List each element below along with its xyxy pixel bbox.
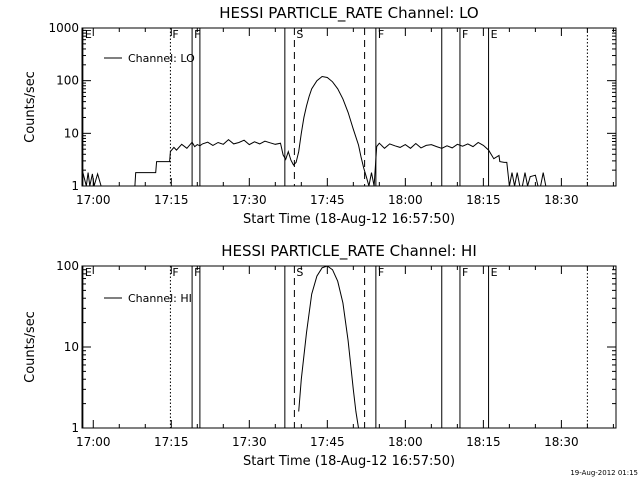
event-marker-label: F: [172, 28, 178, 41]
x-tick-label: 18:30: [544, 435, 579, 449]
y-tick-label: 10: [64, 126, 79, 140]
x-axis-label: Start Time (18-Aug-12 16:57:50): [243, 212, 455, 227]
event-marker-label: S: [296, 266, 303, 279]
plot-timestamp: 19-Aug-2012 01:15: [570, 469, 638, 477]
x-tick-label: 17:00: [76, 435, 111, 449]
event-marker-label: E: [85, 266, 92, 279]
x-tick-label: 17:30: [232, 435, 267, 449]
chart-title: HESSI PARTICLE_RATE Channel: LO: [219, 4, 478, 23]
series-line-lo: [82, 75, 551, 187]
y-tick-label: 1: [71, 421, 79, 435]
x-tick-label: 18:15: [466, 435, 501, 449]
y-axis-label: Counts/sec: [23, 71, 38, 143]
event-marker-label: E: [491, 266, 498, 279]
chart-panel-lo: HESSI PARTICLE_RATE Channel: LO 1 10 100 100…: [23, 4, 617, 227]
event-marker-label: E: [491, 28, 498, 41]
x-tick-label: 17:15: [154, 193, 189, 207]
event-marker-label: F: [172, 266, 178, 279]
legend-label: Channel: LO: [128, 52, 195, 65]
y-tick-label: 1000: [48, 21, 79, 35]
y-tick-label: 100: [56, 74, 79, 88]
y-tick-label: 10: [64, 340, 79, 354]
event-marker-label: F: [378, 266, 384, 279]
x-tick-label: 17:15: [154, 435, 189, 449]
x-tick-label: 17:45: [310, 435, 345, 449]
y-axis-label: Counts/sec: [23, 311, 38, 383]
x-tick-label: 17:30: [232, 193, 267, 207]
x-axis-label: Start Time (18-Aug-12 16:57:50): [243, 454, 455, 469]
series-line-hi: [298, 265, 359, 429]
x-tick-label: 18:00: [388, 435, 423, 449]
event-marker-label: F: [462, 266, 468, 279]
event-marker-label: F: [194, 28, 200, 41]
x-tick-label: 17:00: [76, 193, 111, 207]
chart-panel-hi: HESSI PARTICLE_RATE Channel: HI 1 10 100 17:…: [23, 242, 617, 469]
event-marker-label: S: [296, 28, 303, 41]
y-tick-label: 1: [71, 179, 79, 193]
event-marker-label: F: [378, 28, 384, 41]
plot-frame: [81, 27, 617, 187]
x-tick-label: 18:15: [466, 193, 501, 207]
event-marker-label: E: [85, 28, 92, 41]
y-tick-label: 100: [56, 259, 79, 273]
x-tick-label: 18:30: [544, 193, 579, 207]
event-marker-label: F: [462, 28, 468, 41]
x-tick-label: 18:00: [388, 193, 423, 207]
legend-label: Channel: HI: [128, 292, 192, 305]
x-tick-label: 17:45: [310, 193, 345, 207]
event-marker-label: F: [194, 266, 200, 279]
chart-title: HESSI PARTICLE_RATE Channel: HI: [221, 242, 477, 261]
